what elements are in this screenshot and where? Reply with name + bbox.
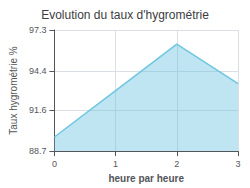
svg-text:91.6: 91.6	[29, 105, 47, 115]
svg-text:88.7: 88.7	[29, 146, 47, 156]
svg-text:Evolution du taux d'hygrométri: Evolution du taux d'hygrométrie	[41, 8, 209, 22]
svg-text:3: 3	[235, 159, 240, 169]
svg-text:97.3: 97.3	[29, 25, 47, 35]
svg-text:2: 2	[174, 159, 179, 169]
svg-text:Taux hygrométrie %: Taux hygrométrie %	[8, 46, 19, 134]
svg-text:heure par heure: heure par heure	[108, 173, 184, 184]
svg-text:1: 1	[113, 159, 118, 169]
svg-text:94.4: 94.4	[29, 66, 47, 76]
svg-text:0: 0	[52, 159, 57, 169]
